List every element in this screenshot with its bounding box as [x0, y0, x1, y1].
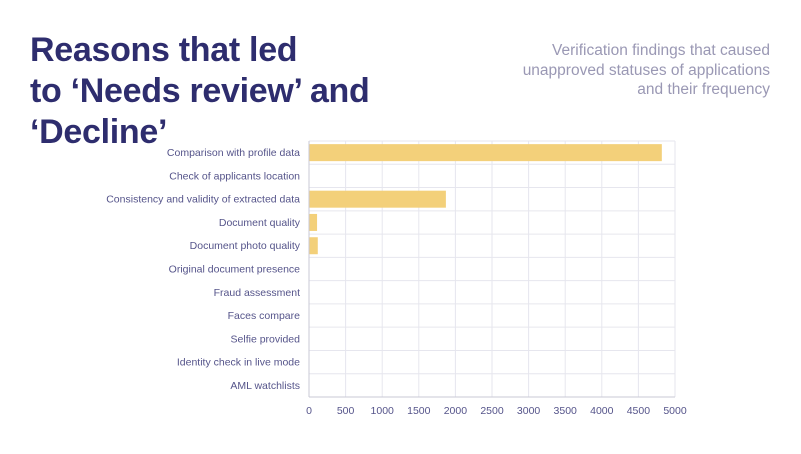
- category-label: Selfie provided: [231, 333, 301, 345]
- bar: [309, 190, 446, 208]
- chart-title: Reasons that led to ‘Needs review’ and ‘…: [30, 30, 500, 153]
- x-tick-label: 3000: [517, 405, 541, 417]
- x-tick-label: 2500: [480, 405, 504, 417]
- chart-subtitle-line-1: Verification findings that caused: [552, 42, 770, 59]
- bar-layer: [309, 144, 662, 255]
- label-layer: Comparison with profile data Check of app…: [106, 147, 687, 417]
- grid-layer: [308, 140, 676, 398]
- axis-layer: [308, 141, 675, 398]
- category-label: Faces compare: [228, 310, 301, 322]
- chart-title-line-1: Reasons that led: [30, 31, 298, 69]
- x-tick-label: 2000: [444, 405, 468, 417]
- x-tick-label: 4500: [627, 405, 651, 417]
- category-label: Check of applicants location: [169, 170, 300, 182]
- x-tick-label: 1000: [371, 405, 395, 417]
- bar: [309, 144, 662, 162]
- x-tick-label: 1500: [407, 405, 431, 417]
- category-label: Fraud assessment: [214, 287, 300, 299]
- x-tick-label: 500: [337, 405, 355, 417]
- chart-subtitle-line-3: and their frequency: [637, 81, 770, 98]
- chart-title-line-2: to ‘Needs review’ and ‘Decline’: [30, 72, 370, 151]
- x-tick-label: 4000: [590, 405, 614, 417]
- category-label: Identity check in live mode: [177, 357, 300, 369]
- x-tick-label: 3500: [554, 405, 578, 417]
- category-label: Comparison with profile data: [167, 147, 300, 159]
- x-tick-label: 5000: [663, 405, 687, 417]
- category-label: Document photo quality: [190, 240, 301, 252]
- bar: [309, 213, 318, 231]
- category-label: Original document presence: [169, 264, 300, 276]
- category-label: Document quality: [219, 217, 301, 229]
- x-tick-label: 0: [306, 405, 312, 417]
- category-label: AML watchlists: [230, 380, 300, 392]
- category-label: Consistency and validity of extracted da…: [106, 194, 300, 206]
- bar: [309, 237, 318, 255]
- chart-subtitle: Verification findings that caused unappr…: [470, 41, 770, 100]
- chart-subtitle-line-2: unapproved statuses of applications: [522, 61, 770, 79]
